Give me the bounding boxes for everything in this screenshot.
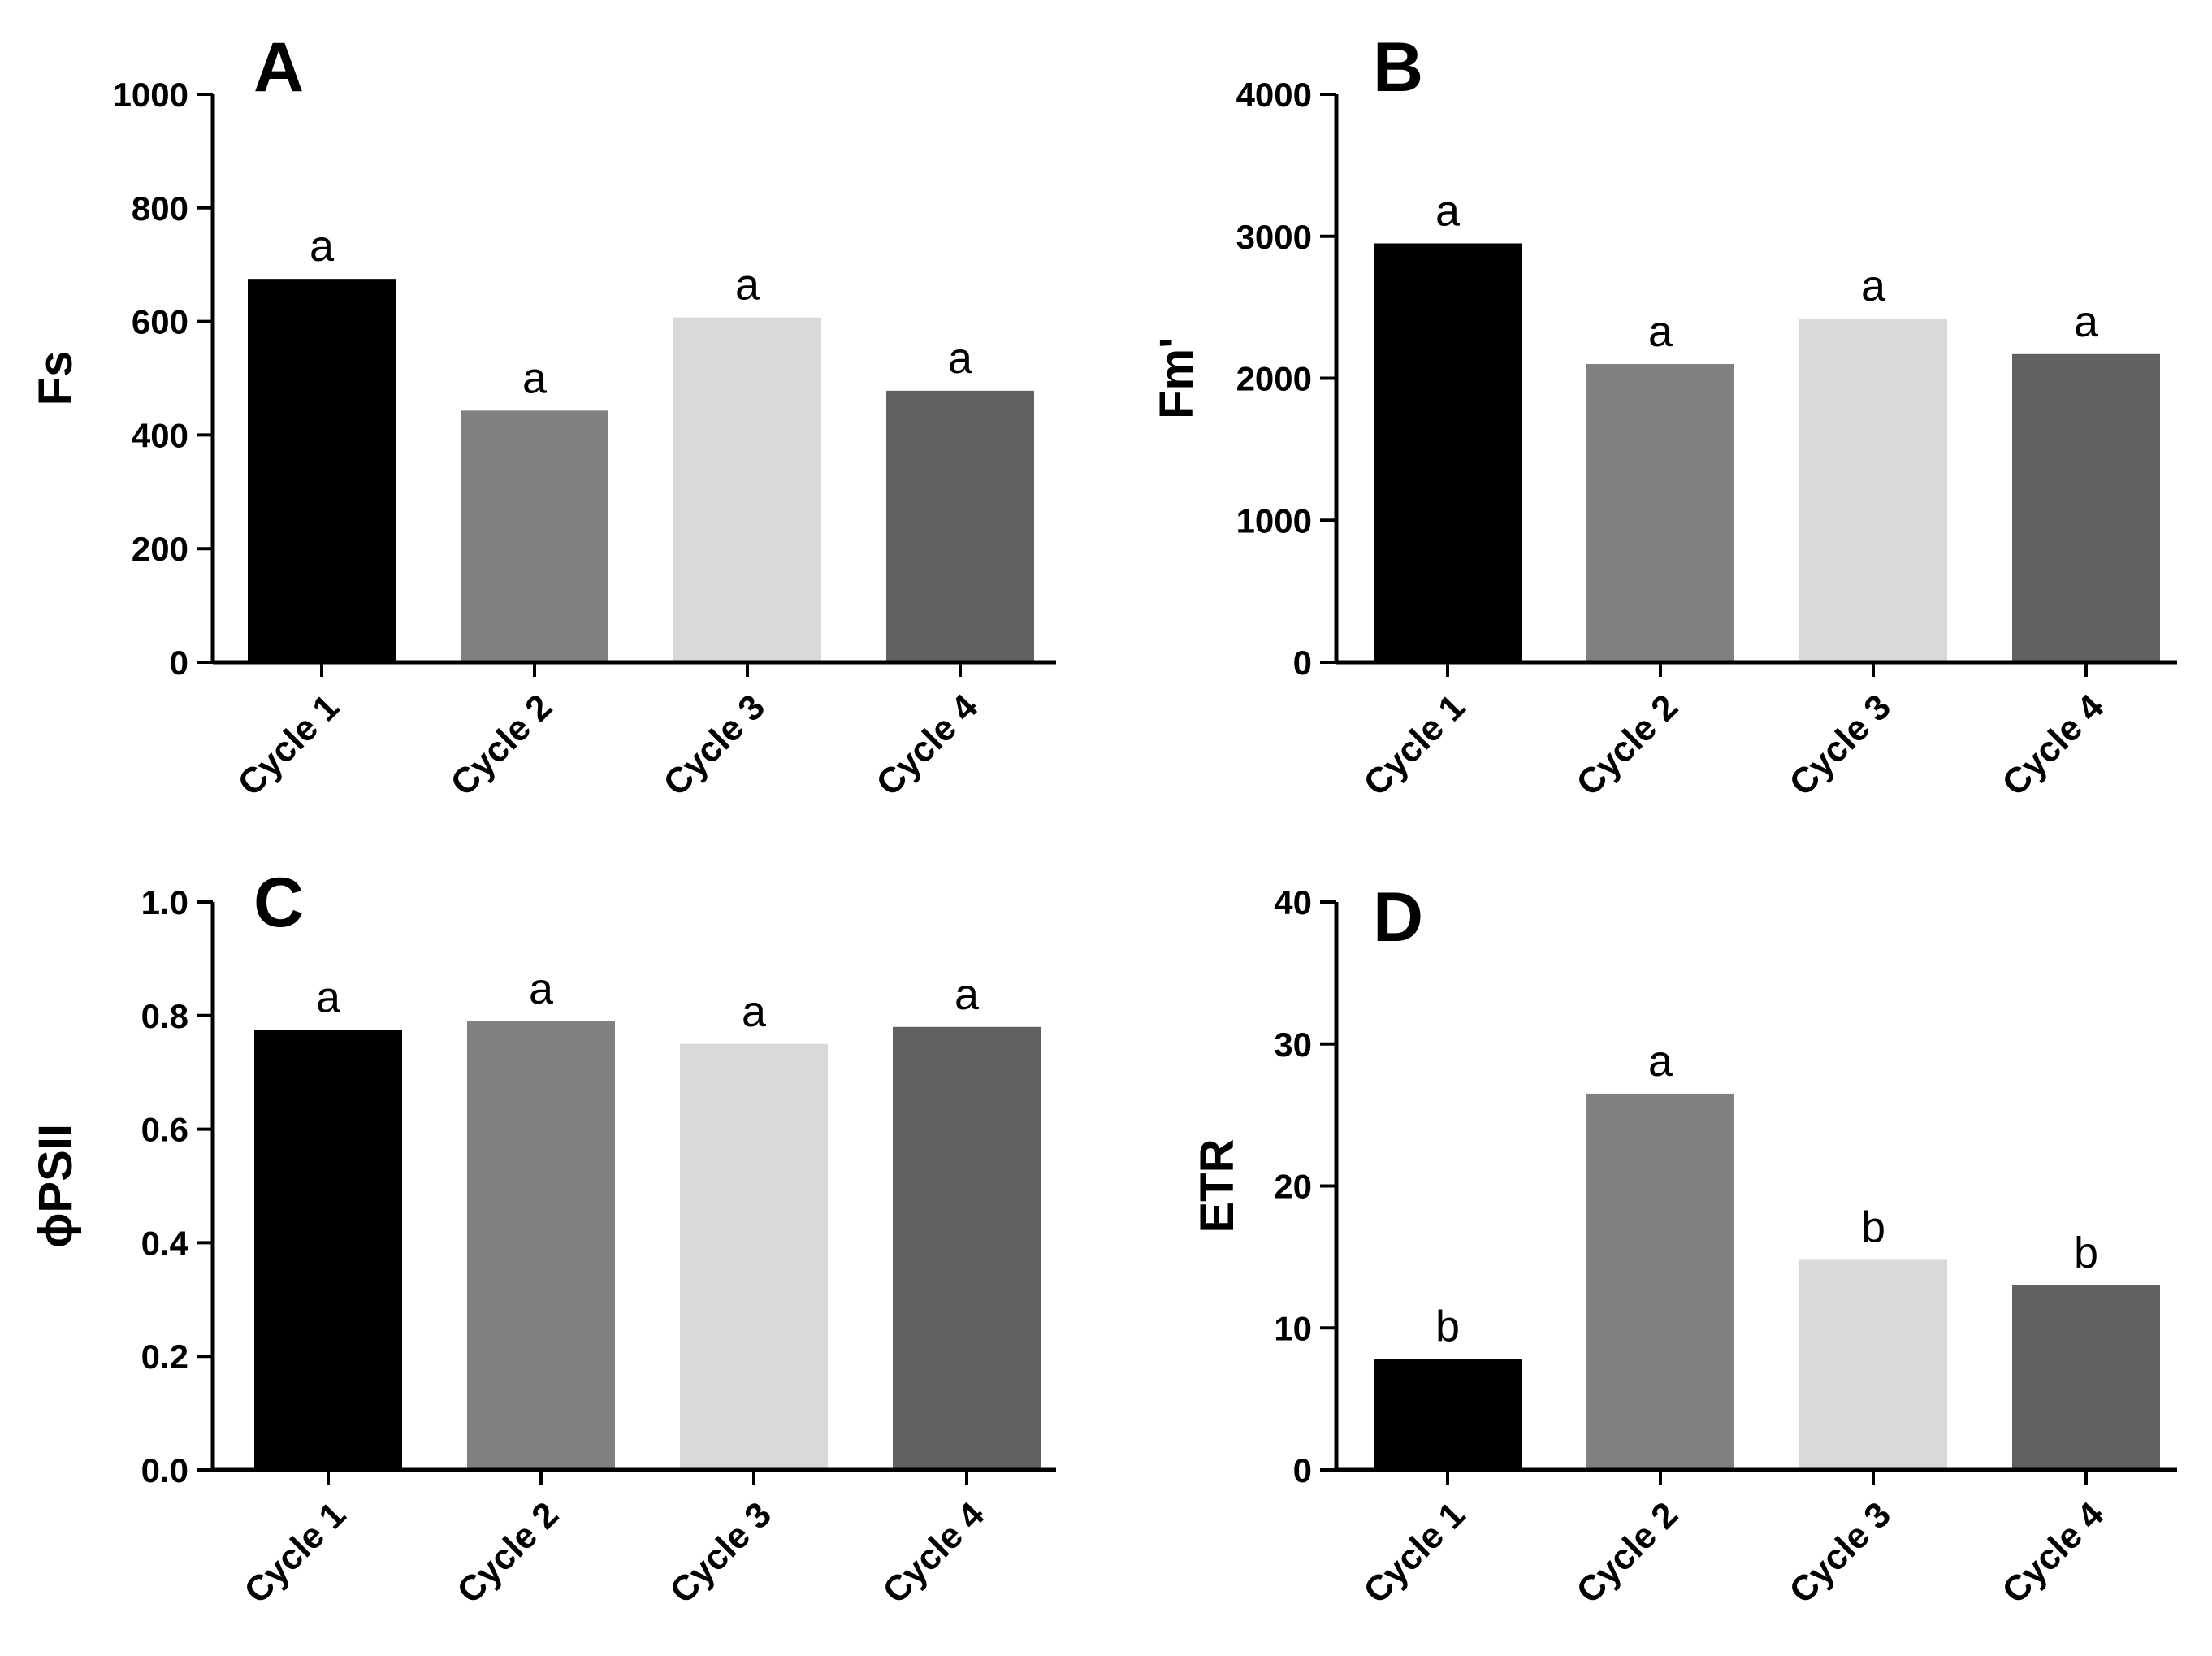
panel-d-y-tick-label-3: 30 (1274, 1025, 1312, 1064)
panel-b-sig-label-2: a (1648, 307, 1673, 356)
panel-d-bar-1 (1374, 1359, 1522, 1470)
panel-c-bar-2 (467, 1021, 615, 1470)
panel-d-sig-label-4: b (2074, 1229, 2098, 1277)
panel-b-bar-1 (1374, 243, 1522, 662)
panel-a-y-tick-label-4: 800 (132, 189, 188, 228)
panel-c-sig-label-3: a (742, 987, 767, 1036)
panel-d-category-label-2: Cycle 2 (1569, 1494, 1686, 1611)
panel-b-y-tick-label-1: 1000 (1236, 501, 1312, 540)
panel-a-y-tick-label-0: 0 (170, 644, 188, 682)
panel-d-y-tick-label-4: 40 (1274, 883, 1312, 921)
panel-b-bar-2 (1586, 364, 1734, 662)
panel-a-bar-2 (461, 410, 608, 662)
panel-b-sig-label-3: a (1861, 262, 1886, 310)
panel-b-y-tick-label-2: 2000 (1236, 360, 1312, 398)
panel-d-sig-label-1: b (1435, 1303, 1460, 1351)
panel-d-bar-2 (1586, 1093, 1734, 1470)
panel-d-bar-4 (2012, 1285, 2160, 1470)
panel-d-y-tick-label-1: 10 (1274, 1309, 1312, 1347)
panel-d-bar-3 (1799, 1259, 1947, 1470)
panel-b-letter: B (1373, 28, 1423, 106)
panel-a-y-tick-label-3: 600 (132, 303, 188, 341)
panel-c-y-tick-label-4: 0.8 (141, 997, 188, 1035)
panel-a-sig-label-2: a (522, 353, 548, 402)
panel-a-letter: A (253, 28, 304, 106)
panel-a-sig-label-4: a (948, 334, 973, 383)
panel-d-sig-label-3: b (1861, 1203, 1885, 1251)
panel-c-y-tick-label-2: 0.4 (141, 1224, 189, 1262)
panel-b-bar-4 (2012, 353, 2160, 662)
panel-d-category-label-1: Cycle 1 (1356, 1494, 1473, 1611)
panel-c-sig-label-4: a (954, 970, 980, 1019)
panel-a-bar-3 (673, 317, 821, 662)
panel-d-y-tick-label-2: 20 (1274, 1168, 1312, 1206)
panel-c-sig-label-2: a (529, 965, 554, 1013)
panel-c-bar-1 (254, 1030, 402, 1470)
panel-b-y-tick-label-0: 0 (1293, 644, 1312, 682)
panel-c-letter: C (253, 864, 304, 942)
panel-c-y-tick-label-1: 0.2 (141, 1337, 188, 1376)
panel-a-y-tick-label-1: 200 (132, 530, 188, 568)
panel-d-y-axis-label: ETR (1191, 1139, 1244, 1233)
panel-b-bar-3 (1799, 319, 1947, 662)
panel-d-category-label-3: Cycle 3 (1781, 1494, 1898, 1611)
panel-b-y-tick-label-4: 4000 (1236, 76, 1312, 114)
panel-c-sig-label-1: a (316, 973, 341, 1021)
panel-a-bar-1 (248, 279, 396, 662)
panel-a-sig-label-3: a (735, 261, 760, 310)
panel-c-bar-3 (680, 1043, 828, 1470)
panel-c-y-tick-label-3: 0.6 (141, 1111, 188, 1149)
panel-a-y-tick-label-5: 1000 (113, 76, 188, 114)
panel-d-letter: D (1373, 878, 1423, 956)
panel-a-sig-label-1: a (310, 222, 335, 271)
panel-b-y-axis-label: Fm' (1150, 337, 1203, 419)
panel-d-category-label-4: Cycle 4 (1994, 1494, 2111, 1611)
panel-b-sig-label-1: a (1435, 186, 1461, 235)
panel-c-y-tick-label-5: 1.0 (141, 883, 188, 921)
panel-b-sig-label-4: a (2074, 297, 2099, 346)
panel-b-y-tick-label-3: 3000 (1236, 218, 1312, 256)
panel-a-bar-4 (886, 390, 1034, 662)
panel-d-sig-label-2: a (1648, 1037, 1673, 1086)
panel-c-y-axis-label: ϕPSII (29, 1124, 82, 1248)
panel-a-y-axis-label: Fs (29, 351, 82, 406)
panel-c-bar-4 (893, 1026, 1041, 1470)
panel-c-y-tick-label-0: 0.0 (141, 1451, 188, 1489)
panel-d-y-tick-label-0: 0 (1293, 1451, 1312, 1489)
panel-a-y-tick-label-2: 400 (132, 416, 188, 454)
